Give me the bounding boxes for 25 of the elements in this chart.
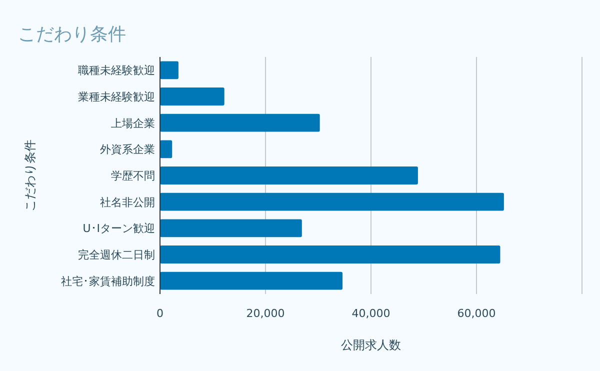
bar <box>160 246 500 264</box>
y-tick-label: U･Iターン歓迎 <box>82 222 155 236</box>
y-axis-title: こだわり条件 <box>23 140 37 212</box>
y-tick-label: 学歴不問 <box>111 170 155 182</box>
bar <box>160 272 343 290</box>
bar <box>160 114 320 132</box>
y-tick-label: 上場企業 <box>111 116 155 130</box>
x-tick-label: 20,000 <box>246 307 285 320</box>
chart-title: こだわり条件 <box>18 24 126 45</box>
y-tick-label: 業種未経験歓迎 <box>78 90 155 104</box>
bar <box>160 219 302 238</box>
bar <box>160 192 504 211</box>
x-axis-title: 公開求人数 <box>341 338 401 352</box>
y-tick-label: 社名非公開 <box>100 196 155 209</box>
y-tick-label: 外資系企業 <box>100 143 155 156</box>
bar <box>160 166 418 184</box>
bar <box>160 61 178 80</box>
x-tick-label: 60,000 <box>457 307 496 320</box>
y-tick-label: 社宅･家賃補助制度 <box>61 274 155 288</box>
y-tick-label: 職種未経験歓迎 <box>78 64 155 78</box>
bar <box>160 88 224 106</box>
x-tick-label: 40,000 <box>352 307 390 320</box>
bar <box>160 140 172 158</box>
x-tick-label: 0 <box>156 307 164 320</box>
y-tick-label: 完全週休二日制 <box>78 248 155 262</box>
